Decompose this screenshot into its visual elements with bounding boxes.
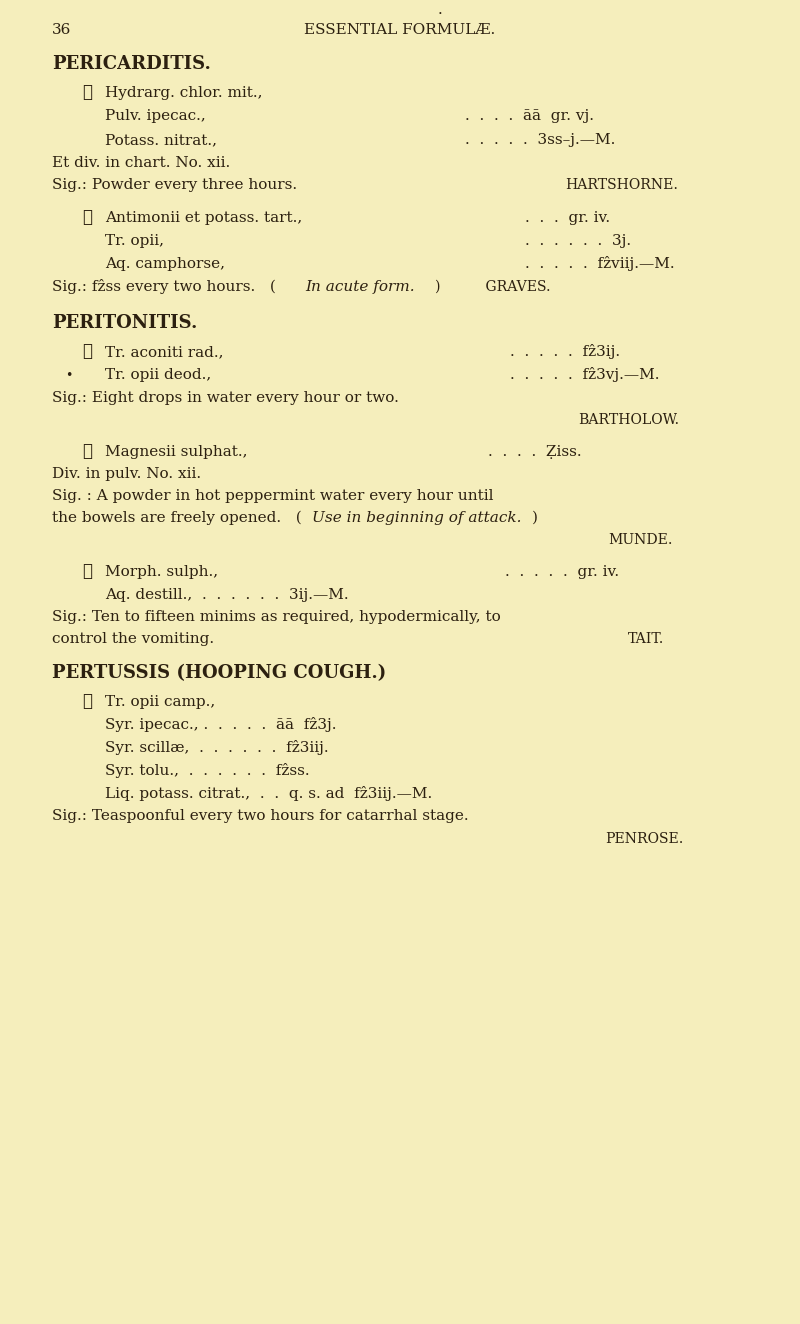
- Text: Use in beginning of attack.: Use in beginning of attack.: [312, 511, 522, 526]
- Text: Aq. camphorse,: Aq. camphorse,: [105, 257, 225, 271]
- Text: .  .  .  .  .  3ss–j.—M.: . . . . . 3ss–j.—M.: [465, 132, 615, 147]
- Text: Sig. : A powder in hot peppermint water every hour until: Sig. : A powder in hot peppermint water …: [52, 489, 494, 503]
- Text: Et div. in chart. No. xii.: Et div. in chart. No. xii.: [52, 156, 230, 169]
- Text: In acute form.: In acute form.: [305, 279, 414, 294]
- Text: ℞: ℞: [82, 83, 92, 101]
- Text: .  .  .  .  .  fẑ3ij.: . . . . . fẑ3ij.: [510, 344, 620, 359]
- Text: )          GRAVES.: ) GRAVES.: [435, 279, 550, 294]
- Text: Sig.: Teaspoonful every two hours for catarrhal stage.: Sig.: Teaspoonful every two hours for ca…: [52, 809, 469, 824]
- Text: ℞: ℞: [82, 343, 92, 360]
- Text: .  .  .  .  .  fẑ3vj.—M.: . . . . . fẑ3vj.—M.: [510, 367, 659, 383]
- Text: •: •: [65, 369, 72, 383]
- Text: .  .  .  gr. iv.: . . . gr. iv.: [525, 211, 610, 225]
- Text: HARTSHORNE.: HARTSHORNE.: [565, 177, 678, 192]
- Text: Div. in pulv. No. xii.: Div. in pulv. No. xii.: [52, 467, 201, 481]
- Text: .  .  .  .  Ẓiss.: . . . . Ẓiss.: [488, 445, 582, 459]
- Text: Aq. destill.,  .  .  .  .  .  .  3ij.—M.: Aq. destill., . . . . . . 3ij.—M.: [105, 588, 349, 602]
- Text: .  .  .  .  .  fẑviij.—M.: . . . . . fẑviij.—M.: [525, 256, 674, 271]
- Text: .: .: [438, 3, 442, 17]
- Text: Antimonii et potass. tart.,: Antimonii et potass. tart.,: [105, 211, 302, 225]
- Text: MUNDE.: MUNDE.: [608, 534, 673, 547]
- Text: Syr. scillæ,  .  .  .  .  .  .  fẑ3iij.: Syr. scillæ, . . . . . . fẑ3iij.: [105, 740, 329, 755]
- Text: Tr. opii deod.,: Tr. opii deod.,: [105, 368, 211, 383]
- Text: Sig.: Powder every three hours.: Sig.: Powder every three hours.: [52, 177, 297, 192]
- Text: ℞: ℞: [82, 209, 92, 226]
- Text: PENROSE.: PENROSE.: [605, 831, 683, 846]
- Text: Magnesii sulphat.,: Magnesii sulphat.,: [105, 445, 247, 459]
- Text: BARTHOLOW.: BARTHOLOW.: [578, 413, 679, 428]
- Text: Tr. aconiti rad.,: Tr. aconiti rad.,: [105, 346, 223, 359]
- Text: .  .  .  .  .  gr. iv.: . . . . . gr. iv.: [505, 565, 619, 579]
- Text: Sig.: Eight drops in water every hour or two.: Sig.: Eight drops in water every hour or…: [52, 391, 399, 405]
- Text: control the vomiting.: control the vomiting.: [52, 632, 214, 646]
- Text: TAIT.: TAIT.: [628, 632, 664, 646]
- Text: Potass. nitrat.,: Potass. nitrat.,: [105, 132, 217, 147]
- Text: PERICARDITIS.: PERICARDITIS.: [52, 56, 211, 73]
- Text: Morph. sulph.,: Morph. sulph.,: [105, 565, 218, 579]
- Text: Syr. tolu.,  .  .  .  .  .  .  fẑss.: Syr. tolu., . . . . . . fẑss.: [105, 763, 310, 779]
- Text: ℞: ℞: [82, 563, 92, 580]
- Text: Tr. opii,: Tr. opii,: [105, 234, 164, 248]
- Text: the bowels are freely opened.   (: the bowels are freely opened. (: [52, 511, 302, 526]
- Text: Liq. potass. citrat.,  .  .  q. s. ad  fẑ3iij.—M.: Liq. potass. citrat., . . q. s. ad fẑ3ii…: [105, 786, 432, 801]
- Text: Sig.: fẑss every two hours.   (: Sig.: fẑss every two hours. (: [52, 279, 276, 294]
- Text: ℞: ℞: [82, 692, 92, 710]
- Text: .  .  .  .  .  .  3j.: . . . . . . 3j.: [525, 234, 631, 248]
- Text: ): ): [532, 511, 538, 526]
- Text: Tr. opii camp.,: Tr. opii camp.,: [105, 695, 215, 708]
- Text: ℞: ℞: [82, 444, 92, 459]
- Text: Syr. ipecac., .  .  .  .  .  āā  fẑ3j.: Syr. ipecac., . . . . . āā fẑ3j.: [105, 718, 337, 732]
- Text: PERITONITIS.: PERITONITIS.: [52, 314, 198, 332]
- Text: Sig.: Ten to fifteen minims as required, hypodermically, to: Sig.: Ten to fifteen minims as required,…: [52, 610, 501, 624]
- Text: Hydrarg. chlor. mit.,: Hydrarg. chlor. mit.,: [105, 86, 262, 101]
- Text: ESSENTIAL FORMULÆ.: ESSENTIAL FORMULÆ.: [304, 23, 496, 37]
- Text: Pulv. ipecac.,: Pulv. ipecac.,: [105, 109, 206, 123]
- Text: 36: 36: [52, 23, 71, 37]
- Text: .  .  .  .  āā  gr. vj.: . . . . āā gr. vj.: [465, 109, 594, 123]
- Text: PERTUSSIS (HOOPING COUGH.): PERTUSSIS (HOOPING COUGH.): [52, 665, 386, 682]
